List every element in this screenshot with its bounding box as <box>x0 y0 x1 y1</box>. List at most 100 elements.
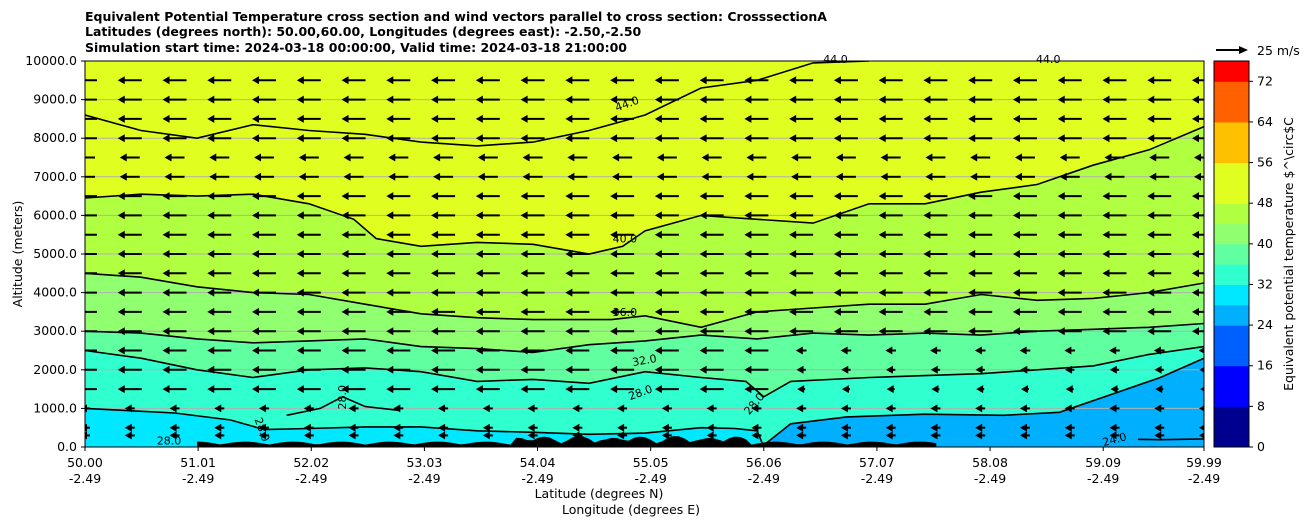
wind-arrow <box>833 211 858 220</box>
wind-arrow <box>386 230 411 239</box>
wind-head <box>565 269 573 278</box>
wind-arrow <box>796 431 807 440</box>
x-tick-label-lat: 58.08 <box>972 455 1008 470</box>
wind-head <box>612 153 620 162</box>
wind-arrow <box>1198 347 1204 354</box>
wind-head <box>475 288 483 297</box>
wind-arrow <box>341 269 366 278</box>
wind-head <box>1065 365 1073 374</box>
wind-head <box>386 346 394 355</box>
wind-arrow <box>207 327 232 336</box>
wind-head <box>617 404 625 413</box>
wind-arrow <box>968 211 993 220</box>
wind-arrow <box>1057 269 1082 278</box>
wind-arrow <box>162 288 187 297</box>
wind-arrow <box>833 327 858 336</box>
wind-arrow <box>610 307 635 316</box>
wind-arrow <box>520 76 545 85</box>
wind-head <box>252 307 260 316</box>
wind-arrow <box>386 288 411 297</box>
wind-arrow <box>1012 192 1037 201</box>
wind-head <box>1014 153 1022 162</box>
wind-head <box>617 431 625 440</box>
x-tick-label-lon: -2.49 <box>634 471 666 486</box>
wind-head <box>431 288 439 297</box>
wind-arrow <box>207 307 232 316</box>
wind-arrow <box>85 214 97 217</box>
wind-head <box>1199 405 1204 412</box>
wind-arrow <box>565 114 590 123</box>
wind-arrow <box>744 95 769 104</box>
wind-head <box>124 404 132 413</box>
wind-arrow <box>475 114 500 123</box>
wind-arrow <box>1147 288 1172 297</box>
wind-arrow <box>878 192 903 201</box>
wind-arrow <box>1059 172 1080 181</box>
wind-head <box>699 192 707 201</box>
wind-arrow <box>1102 250 1127 258</box>
wind-arrow <box>341 211 366 220</box>
wind-head <box>296 95 304 104</box>
wind-arrow <box>654 288 679 297</box>
wind-arrow <box>85 79 97 82</box>
wind-head <box>431 95 439 104</box>
wind-head <box>1147 211 1155 220</box>
wind-arrow <box>878 95 903 104</box>
wind-arrow <box>482 404 493 413</box>
wind-arrow <box>1199 405 1204 412</box>
wind-arrow <box>1102 76 1127 85</box>
wind-arrow <box>388 153 409 162</box>
wind-head <box>386 192 394 201</box>
wind-head <box>1194 172 1201 181</box>
wind-head <box>1057 192 1065 201</box>
wind-head <box>1059 153 1067 162</box>
wind-arrow <box>341 134 366 143</box>
wind-arrow <box>744 114 769 123</box>
wind-head <box>744 211 752 220</box>
wind-head <box>976 385 984 394</box>
wind-head <box>1065 385 1073 394</box>
wind-head <box>298 172 306 181</box>
wind-arrow <box>520 346 545 355</box>
wind-arrow <box>162 346 187 355</box>
wind-arrow <box>744 307 769 316</box>
wind-head <box>252 114 260 123</box>
wind-head <box>124 431 132 440</box>
wind-arrow <box>572 404 583 413</box>
wind-arrow <box>162 327 187 336</box>
colorbar-segment <box>1214 406 1249 448</box>
wind-head <box>431 365 439 374</box>
wind-head <box>431 250 439 258</box>
wind-head <box>744 385 752 394</box>
wind-arrow <box>1014 153 1035 162</box>
wind-head <box>833 327 841 336</box>
wind-arrow <box>520 134 545 143</box>
wind-head <box>878 230 886 239</box>
wind-head <box>923 211 931 220</box>
wind-arrow <box>610 327 635 336</box>
wind-head <box>1109 404 1117 413</box>
wind-arrow <box>124 423 135 432</box>
wind-head <box>565 327 573 336</box>
y-tick-label: 2000.0 <box>33 362 77 377</box>
wind-head <box>393 431 401 440</box>
wind-arrow <box>699 327 724 336</box>
wind-head <box>298 153 306 162</box>
wind-arrow <box>386 327 411 336</box>
wind-arrow <box>975 404 986 413</box>
x-tick-label-lat: 53.03 <box>406 455 442 470</box>
wind-head <box>475 95 483 104</box>
wind-head <box>1110 385 1118 394</box>
wind-head <box>207 346 215 355</box>
wind-arrow <box>1147 250 1172 258</box>
wind-arrow <box>1012 327 1037 336</box>
wind-arrow <box>699 192 724 201</box>
wind-head <box>73 385 80 393</box>
wind-arrow <box>654 269 679 278</box>
wind-arrow <box>431 114 456 123</box>
wind-arrow <box>1012 288 1037 297</box>
wind-head <box>431 385 439 394</box>
wind-head <box>699 269 707 278</box>
wind-head <box>565 385 573 394</box>
wind-arrow <box>252 76 277 85</box>
